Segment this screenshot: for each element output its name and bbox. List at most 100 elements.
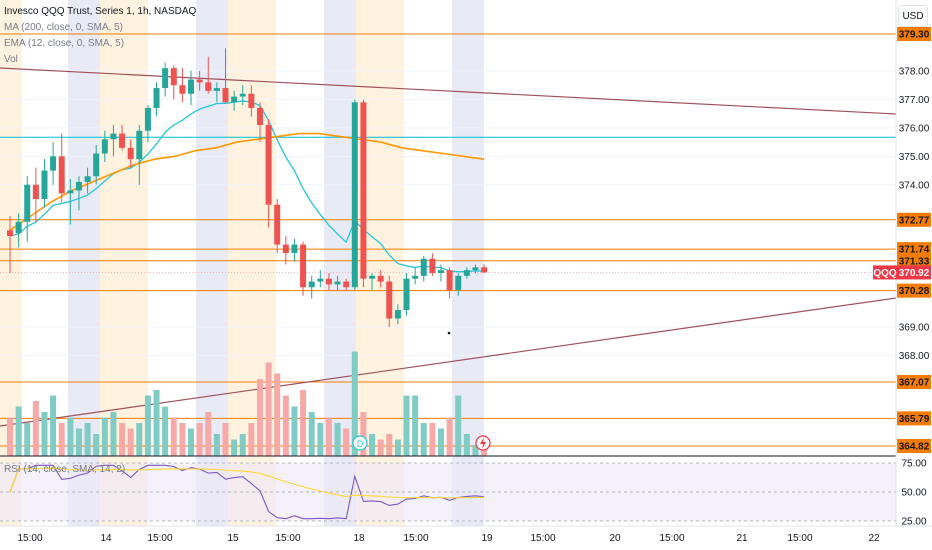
time-tick-label: 15:00 [403, 533, 428, 544]
time-tick-label: 15:00 [17, 533, 42, 544]
volume-bar [248, 423, 255, 456]
volume-bar [463, 434, 470, 456]
candle-body [205, 82, 212, 91]
volume-bar [162, 406, 169, 456]
volume-bar [394, 439, 401, 456]
candle-body [386, 281, 393, 319]
candle-body [394, 309, 401, 319]
symbol-tag [873, 265, 897, 280]
volume-bar [282, 395, 289, 456]
volume-bar [41, 412, 48, 456]
volume-bar [429, 423, 436, 456]
level-tag-label: 372.77 [899, 215, 930, 226]
volume-bar [101, 417, 108, 456]
level-tag-label: 371.33 [899, 256, 930, 267]
price-tick-label: 377.00 [899, 95, 930, 106]
price-axis[interactable]: 379.30 378.00 377.00 376.00 375.00 374.00 372.… [897, 27, 931, 528]
candle-body [420, 258, 427, 276]
time-tick-label: 15:00 [787, 533, 812, 544]
vol-legend[interactable]: Vol [4, 54, 18, 65]
candle-body [84, 176, 91, 182]
candle-body [231, 96, 238, 103]
candle-body [360, 102, 367, 279]
candle-body [446, 270, 453, 291]
price-tick-label: 369.00 [899, 323, 930, 334]
ma-legend[interactable]: MA (200, close, 0, SMA, 5) [4, 22, 123, 33]
candle-body [196, 79, 203, 83]
level-tag[interactable] [897, 253, 931, 268]
candle-body [343, 281, 350, 288]
volume-bar [205, 412, 212, 456]
ema-line [9, 100, 485, 273]
candle-body [438, 270, 444, 274]
volume-bar [75, 428, 82, 456]
volume-bar [179, 423, 186, 456]
rsi-tick-label: 25.00 [901, 517, 926, 528]
last-price-tag [897, 265, 931, 280]
volume-bar [308, 412, 315, 456]
candle-body [334, 281, 341, 285]
dividend-marker[interactable] [352, 435, 368, 451]
volume-bar [377, 439, 384, 456]
level-tag[interactable] [897, 27, 931, 41]
level-tag-label: 364.82 [899, 442, 930, 453]
candle-body [32, 184, 39, 200]
candle-body [265, 125, 272, 205]
rsi-legend[interactable]: RSI (14, close, SMA, 14, 2) [4, 464, 126, 475]
volume-bar [265, 362, 272, 456]
candle-body [15, 221, 22, 234]
price-tick-label: 376.00 [899, 123, 930, 134]
upper-trendline[interactable] [0, 67, 897, 115]
time-tick-label: 21 [736, 533, 748, 544]
level-tag[interactable] [897, 212, 931, 227]
volume-bar [93, 434, 100, 456]
chart-markers[interactable]: D [352, 331, 491, 451]
volume-bar [136, 423, 143, 456]
level-tag[interactable] [897, 374, 931, 389]
last-price-tags: QQQ 370.92 [873, 265, 931, 280]
time-tick-label: 20 [609, 533, 621, 544]
candle-body [119, 133, 126, 148]
candle-body [153, 88, 160, 108]
volume-bar [472, 445, 479, 456]
rsi-tick-label: 75.00 [901, 459, 926, 470]
time-tick-label: 14 [100, 533, 112, 544]
candle-body [412, 275, 419, 279]
volume-bar [317, 423, 324, 456]
volume-bar [222, 423, 229, 456]
candle-body [369, 275, 376, 279]
volume-bar [58, 423, 65, 456]
level-tag[interactable] [897, 283, 931, 298]
candle-body [481, 267, 488, 273]
candle-body [472, 267, 479, 271]
volume-bar [351, 351, 358, 456]
candle-body [7, 230, 13, 237]
candle-body [274, 204, 281, 245]
time-tick-label: 18 [353, 533, 365, 544]
currency-button[interactable]: USD [898, 5, 928, 27]
volume-bar [213, 434, 220, 456]
volume-bars [7, 351, 488, 456]
time-tick-label: 19 [481, 533, 493, 544]
time-axis[interactable]: 15:00 14 15:00 15 15:00 18 15:00 19 15:00 20 15:00… [0, 525, 932, 544]
chart-title: Invesco QQQ Trust, Series 1, 1h, NASDAQ [4, 6, 197, 17]
candle-body [291, 244, 298, 254]
level-tag[interactable] [897, 439, 931, 453]
symbol-tag-label: QQQ [873, 268, 897, 279]
candle-body [144, 107, 151, 131]
price-tick-label: 378.00 [899, 66, 930, 77]
candle-body [110, 133, 117, 140]
candle-body [24, 184, 31, 222]
candle-body [58, 156, 65, 194]
candle-body [403, 278, 410, 310]
price-tick-label: 375.00 [899, 152, 930, 163]
candle-body [67, 190, 74, 194]
time-tick-label: 15 [227, 533, 239, 544]
candle-body [213, 88, 220, 91]
level-tag[interactable] [897, 411, 931, 426]
ema-legend[interactable]: EMA (12, close, 0, SMA, 5) [4, 38, 125, 49]
volume-bar [438, 428, 444, 456]
moving-averages [9, 100, 485, 273]
level-tag[interactable] [897, 242, 931, 257]
